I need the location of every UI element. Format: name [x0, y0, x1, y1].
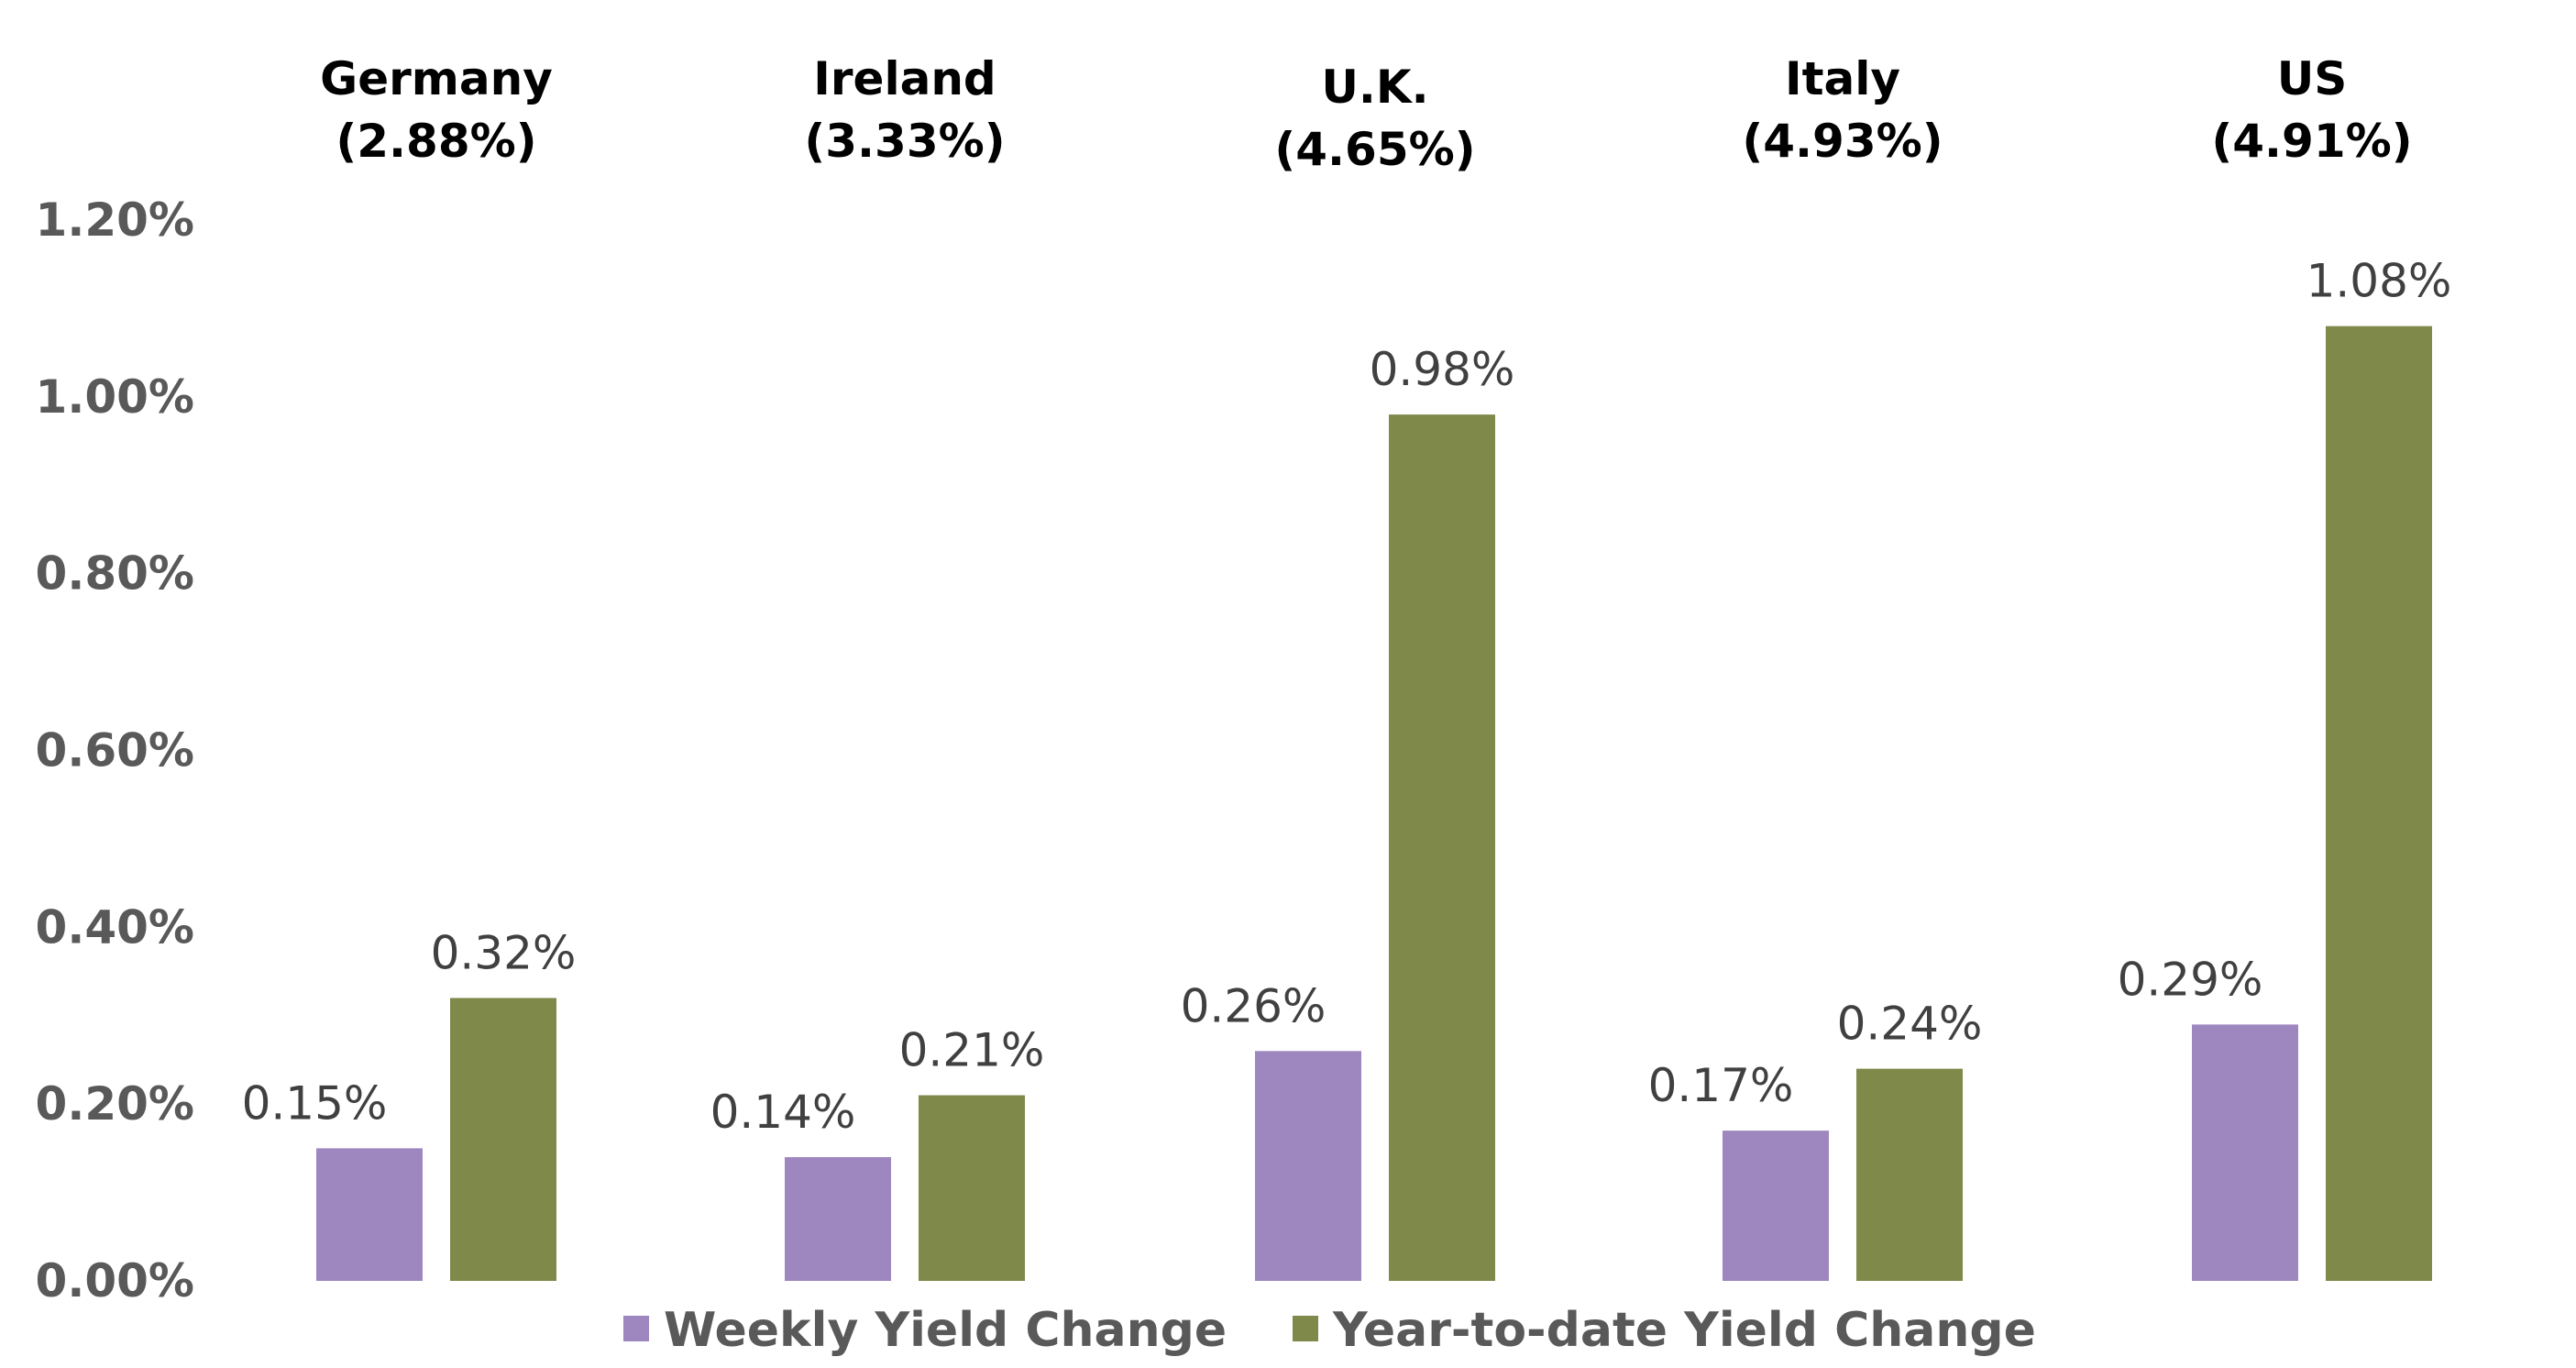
data-label: 0.29% — [2118, 953, 2263, 1006]
country-yield-label: (4.93%) — [1742, 115, 1943, 168]
country-yield-label: (3.33%) — [804, 115, 1005, 168]
y-tick-label: 0.60% — [36, 724, 194, 778]
y-tick-label: 0.00% — [36, 1254, 194, 1307]
country-label: Ireland — [813, 52, 996, 105]
weekly-bar — [1723, 1131, 1829, 1281]
bars — [316, 325, 2432, 1282]
data-label: 0.14% — [710, 1086, 856, 1139]
country-label: U.K. — [1321, 61, 1428, 114]
ytd-bar — [1389, 414, 1495, 1281]
country-label: Italy — [1785, 52, 1900, 105]
ytd-bar — [919, 1095, 1025, 1281]
country-labels: Germany (2.88%) Ireland (3.33%) U.K. (4.65%) I… — [320, 52, 2412, 176]
country-yield-label: (4.91%) — [2211, 115, 2412, 168]
data-label: 0.32% — [431, 926, 577, 979]
legend: Weekly Yield Change Year-to-date Yield Ch… — [623, 1303, 2036, 1358]
country-label: US — [2277, 52, 2348, 105]
y-tick-label: 1.20% — [36, 193, 194, 247]
data-label: 0.26% — [1181, 979, 1327, 1032]
legend-swatch — [623, 1316, 649, 1341]
data-label: 0.98% — [1370, 343, 1515, 396]
y-tick-label: 1.00% — [36, 370, 194, 424]
data-label: 0.21% — [899, 1024, 1045, 1077]
weekly-bar — [1255, 1051, 1361, 1281]
y-tick-label: 0.20% — [36, 1077, 194, 1131]
legend-label: Year-to-date Yield Change — [1332, 1303, 2036, 1358]
ytd-bar — [450, 998, 556, 1281]
data-label: 1.08% — [2306, 255, 2452, 308]
y-tick-label: 0.80% — [36, 547, 194, 601]
data-label: 0.15% — [242, 1076, 388, 1130]
ytd-bar — [1856, 1068, 1963, 1281]
country-label: Germany — [320, 52, 553, 105]
weekly-bar — [316, 1148, 423, 1281]
country-yield-label: (2.88%) — [336, 115, 536, 168]
y-axis: 0.00% 0.20% 0.40% 0.60% 0.80% 1.00% 1.20% — [36, 193, 194, 1307]
data-labels: 0.15% 0.14% 0.26% 0.17% 0.29% 0.32% 0.21% 0.98%… — [242, 255, 2452, 1139]
legend-swatch — [1293, 1316, 1318, 1341]
weekly-bar — [785, 1157, 891, 1281]
ytd-bar — [2326, 325, 2432, 1282]
data-label: 0.17% — [1648, 1059, 1794, 1112]
weekly-bar — [2192, 1024, 2298, 1281]
data-label: 0.24% — [1837, 998, 1983, 1051]
legend-label: Weekly Yield Change — [664, 1303, 1227, 1358]
country-yield-label: (4.65%) — [1274, 123, 1475, 176]
y-tick-label: 0.40% — [36, 900, 194, 954]
